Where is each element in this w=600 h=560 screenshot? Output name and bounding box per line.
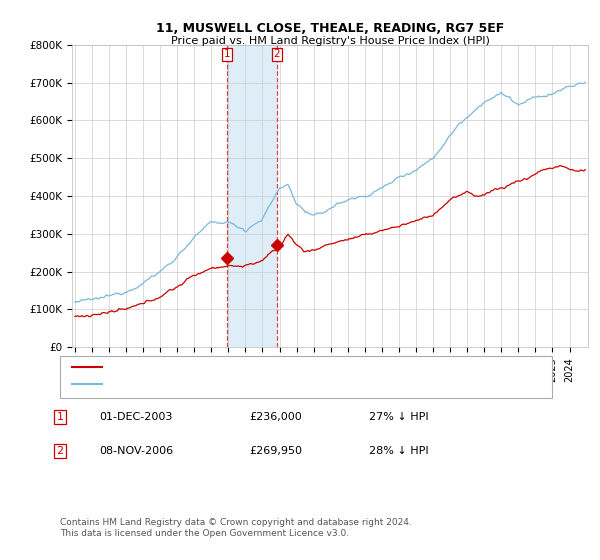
- Text: 1: 1: [224, 49, 230, 59]
- Text: Contains HM Land Registry data © Crown copyright and database right 2024.
This d: Contains HM Land Registry data © Crown c…: [60, 518, 412, 538]
- Text: HPI: Average price, detached house, West Berkshire: HPI: Average price, detached house, West…: [111, 379, 370, 389]
- Text: 2: 2: [274, 49, 280, 59]
- Bar: [227, 45, 277, 347]
- Text: £269,950: £269,950: [249, 446, 302, 456]
- Text: 11, MUSWELL CLOSE, THEALE, READING, RG7 5EF: 11, MUSWELL CLOSE, THEALE, READING, RG7 …: [156, 22, 504, 35]
- Text: 27% ↓ HPI: 27% ↓ HPI: [369, 412, 428, 422]
- Text: 01-DEC-2003: 01-DEC-2003: [99, 412, 172, 422]
- Text: 1: 1: [56, 412, 64, 422]
- Text: 2: 2: [56, 446, 64, 456]
- Text: 08-NOV-2006: 08-NOV-2006: [99, 446, 173, 456]
- Text: 11, MUSWELL CLOSE, THEALE, READING, RG7 5EF (detached house): 11, MUSWELL CLOSE, THEALE, READING, RG7 …: [111, 362, 451, 372]
- Text: 28% ↓ HPI: 28% ↓ HPI: [369, 446, 428, 456]
- Text: Price paid vs. HM Land Registry's House Price Index (HPI): Price paid vs. HM Land Registry's House …: [170, 36, 490, 46]
- Text: £236,000: £236,000: [249, 412, 302, 422]
